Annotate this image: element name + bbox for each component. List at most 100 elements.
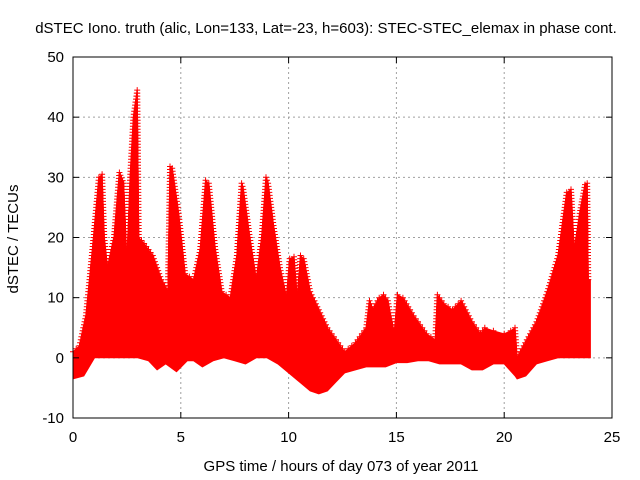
data-point-marker: [153, 261, 159, 268]
y-tick-label: 30: [47, 169, 64, 186]
data-point-marker: [191, 273, 198, 280]
data-point-marker: [318, 312, 325, 319]
data-point-marker: [348, 342, 355, 349]
data-point-marker: [417, 321, 424, 328]
data-point-marker: [110, 237, 117, 244]
data-point-marker: [578, 198, 585, 205]
data-point-marker: [108, 246, 115, 253]
chart-title: dSTEC Iono. truth (alic, Lon=133, Lat=-2…: [35, 20, 617, 37]
data-area: [72, 90, 591, 395]
data-point-marker: [78, 333, 85, 340]
y-tick-label: 40: [47, 109, 64, 126]
data-point-marker: [82, 315, 89, 322]
data-point-marker: [548, 273, 555, 280]
data-point-marker: [541, 297, 548, 304]
data-point-marker: [384, 297, 391, 304]
data-point-marker: [194, 261, 200, 268]
axis-ticks: 0 5 10 15 20 25 -10 0 10 20 30 40 50: [42, 49, 620, 446]
data-point-marker: [303, 267, 309, 274]
data-point-marker: [490, 327, 497, 334]
y-axis-label: dSTEC / TECUs: [5, 185, 22, 294]
data-point-marker: [538, 303, 545, 310]
y-tick-label: 0: [56, 350, 64, 367]
data-point-marker: [547, 279, 553, 286]
data-point-marker: [117, 172, 124, 179]
data-point-marker: [304, 276, 311, 283]
data-point-marker: [190, 276, 197, 283]
data-point-marker: [345, 345, 352, 352]
data-point-marker: [278, 270, 285, 277]
data-point-marker: [195, 255, 202, 262]
data-point-marker: [308, 291, 315, 298]
x-tick-label: 25: [604, 429, 621, 446]
data-point-marker: [376, 294, 383, 301]
data-point-marker: [385, 300, 392, 307]
data-point-marker: [118, 174, 125, 181]
data-point-marker: [73, 345, 80, 352]
data-point-marker: [79, 330, 86, 337]
data-point-marker: [105, 261, 112, 268]
data-point-marker: [535, 312, 542, 319]
data-point-marker: [218, 288, 225, 295]
data-point-marker: [312, 300, 319, 307]
data-point-marker: [311, 297, 318, 304]
x-tick-label: 10: [280, 429, 297, 446]
y-tick-label: 50: [47, 49, 64, 66]
y-tick-label: -10: [42, 410, 64, 427]
data-point-marker: [323, 321, 329, 328]
data-point-marker: [440, 300, 447, 307]
data-point-marker: [150, 255, 157, 262]
data-point-marker: [367, 300, 374, 307]
data-point-marker: [452, 303, 459, 310]
data-point-marker: [303, 270, 310, 277]
data-point-marker: [547, 276, 554, 283]
data-point-marker: [109, 240, 116, 247]
data-point-marker: [445, 303, 452, 310]
data-point-marker: [135, 234, 142, 241]
data-point-marker: [193, 264, 200, 271]
data-point-marker: [107, 252, 114, 259]
data-point-marker: [545, 285, 552, 292]
data-point-marker: [279, 276, 286, 283]
data-point-marker: [109, 243, 115, 250]
data-point-marker: [577, 204, 584, 211]
data-point-marker: [552, 261, 559, 268]
data-point-marker: [551, 264, 558, 271]
data-point-marker: [301, 261, 308, 268]
dstec-area: [72, 90, 591, 395]
data-point-marker: [77, 339, 84, 346]
data-point-marker: [544, 288, 551, 295]
data-point-marker: [542, 294, 549, 301]
data-point-marker: [537, 306, 544, 313]
data-point-marker: [263, 174, 269, 181]
data-point-marker: [481, 324, 488, 331]
data-point-marker: [76, 342, 83, 349]
data-point-marker: [423, 330, 430, 337]
x-tick-label: 0: [69, 429, 77, 446]
data-point-marker: [585, 276, 592, 283]
x-tick-label: 20: [496, 429, 513, 446]
data-point-marker: [196, 249, 203, 256]
data-point-marker: [301, 258, 308, 265]
data-point-marker: [192, 267, 199, 274]
data-point-marker: [194, 258, 201, 265]
data-point-marker: [320, 315, 327, 322]
data-point-marker: [386, 306, 393, 313]
data-point-marker: [297, 252, 304, 259]
data-point-marker: [156, 270, 163, 277]
data-point-marker: [536, 309, 543, 316]
data-point-marker: [530, 324, 537, 331]
data-point-marker: [105, 258, 112, 265]
data-point-marker: [540, 300, 546, 307]
data-point-marker: [149, 252, 156, 259]
data-point-marker: [77, 336, 84, 343]
y-tick-label: 10: [47, 290, 64, 307]
data-point-marker: [80, 324, 87, 331]
data-point-marker: [471, 321, 477, 328]
data-point-marker: [394, 291, 401, 298]
data-point-marker: [278, 273, 285, 280]
data-point-marker: [79, 327, 86, 334]
data-point-marker: [341, 348, 348, 355]
x-axis-label: GPS time / hours of day 073 of year 2011: [204, 458, 479, 475]
data-point-marker: [306, 285, 313, 292]
